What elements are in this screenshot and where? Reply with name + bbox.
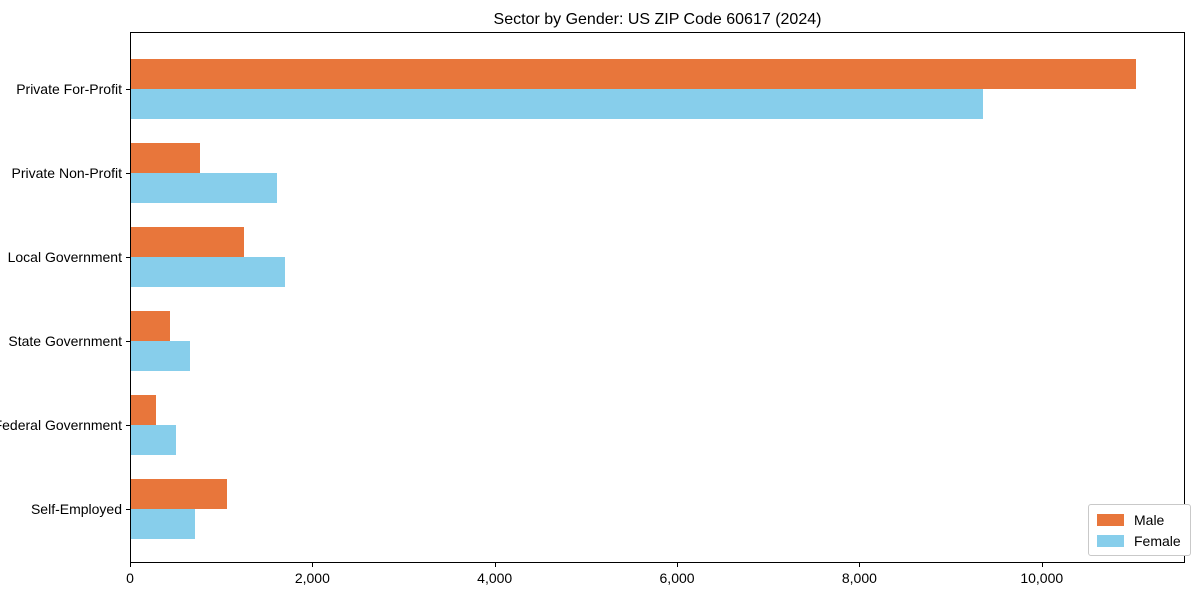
bar-male-self-employed: [131, 479, 227, 509]
xtick-mark: [312, 563, 314, 567]
bar-female-state-government: [131, 341, 191, 371]
legend-swatch-female: [1097, 534, 1124, 547]
xtick-mark: [1041, 563, 1043, 567]
ytick-mark: [126, 89, 130, 90]
ytick-mark: [126, 425, 130, 426]
bar-male-federal-government: [131, 395, 157, 425]
xtick-label: 0: [126, 570, 134, 586]
ytick-mark: [126, 257, 130, 258]
plot-area: [130, 32, 1185, 563]
ytick-label: Private Non-Profit: [11, 165, 122, 181]
bar-female-private-for-profit: [131, 89, 983, 119]
xtick-label: 8,000: [841, 570, 877, 586]
xtick-mark: [677, 563, 679, 567]
bar-male-private-non-profit: [131, 143, 201, 173]
ytick-label: Private For-Profit: [16, 81, 122, 97]
xtick-label: 6,000: [659, 570, 695, 586]
ytick-mark: [126, 509, 130, 510]
chart-title: Sector by Gender: US ZIP Code 60617 (202…: [493, 11, 822, 28]
xtick-mark: [130, 563, 131, 567]
xtick-mark: [859, 563, 861, 567]
bar-female-private-non-profit: [131, 173, 277, 203]
ytick-label: Local Government: [7, 249, 122, 265]
xtick-label: 4,000: [477, 570, 513, 586]
legend: Male Female: [1088, 504, 1191, 556]
ytick-label: Federal Government: [0, 417, 122, 433]
legend-swatch-male: [1097, 513, 1124, 526]
bar-female-federal-government: [131, 425, 176, 455]
bar-male-local-government: [131, 227, 245, 257]
bar-male-private-for-profit: [131, 59, 1136, 89]
legend-label-male: Male: [1134, 511, 1165, 528]
ytick-label: Self-Employed: [30, 501, 122, 517]
bar-male-state-government: [131, 311, 171, 341]
bar-female-self-employed: [131, 509, 195, 539]
xtick-label: 2,000: [294, 570, 330, 586]
ytick-mark: [126, 173, 130, 174]
bar-female-local-government: [131, 257, 286, 287]
ytick-mark: [126, 341, 130, 342]
xtick-label: 10,000: [1020, 570, 1064, 586]
legend-item-male: Male: [1097, 511, 1181, 528]
ytick-label: State Government: [8, 333, 122, 349]
legend-label-female: Female: [1134, 532, 1181, 549]
xtick-mark: [494, 563, 496, 567]
legend-item-female: Female: [1097, 532, 1181, 549]
